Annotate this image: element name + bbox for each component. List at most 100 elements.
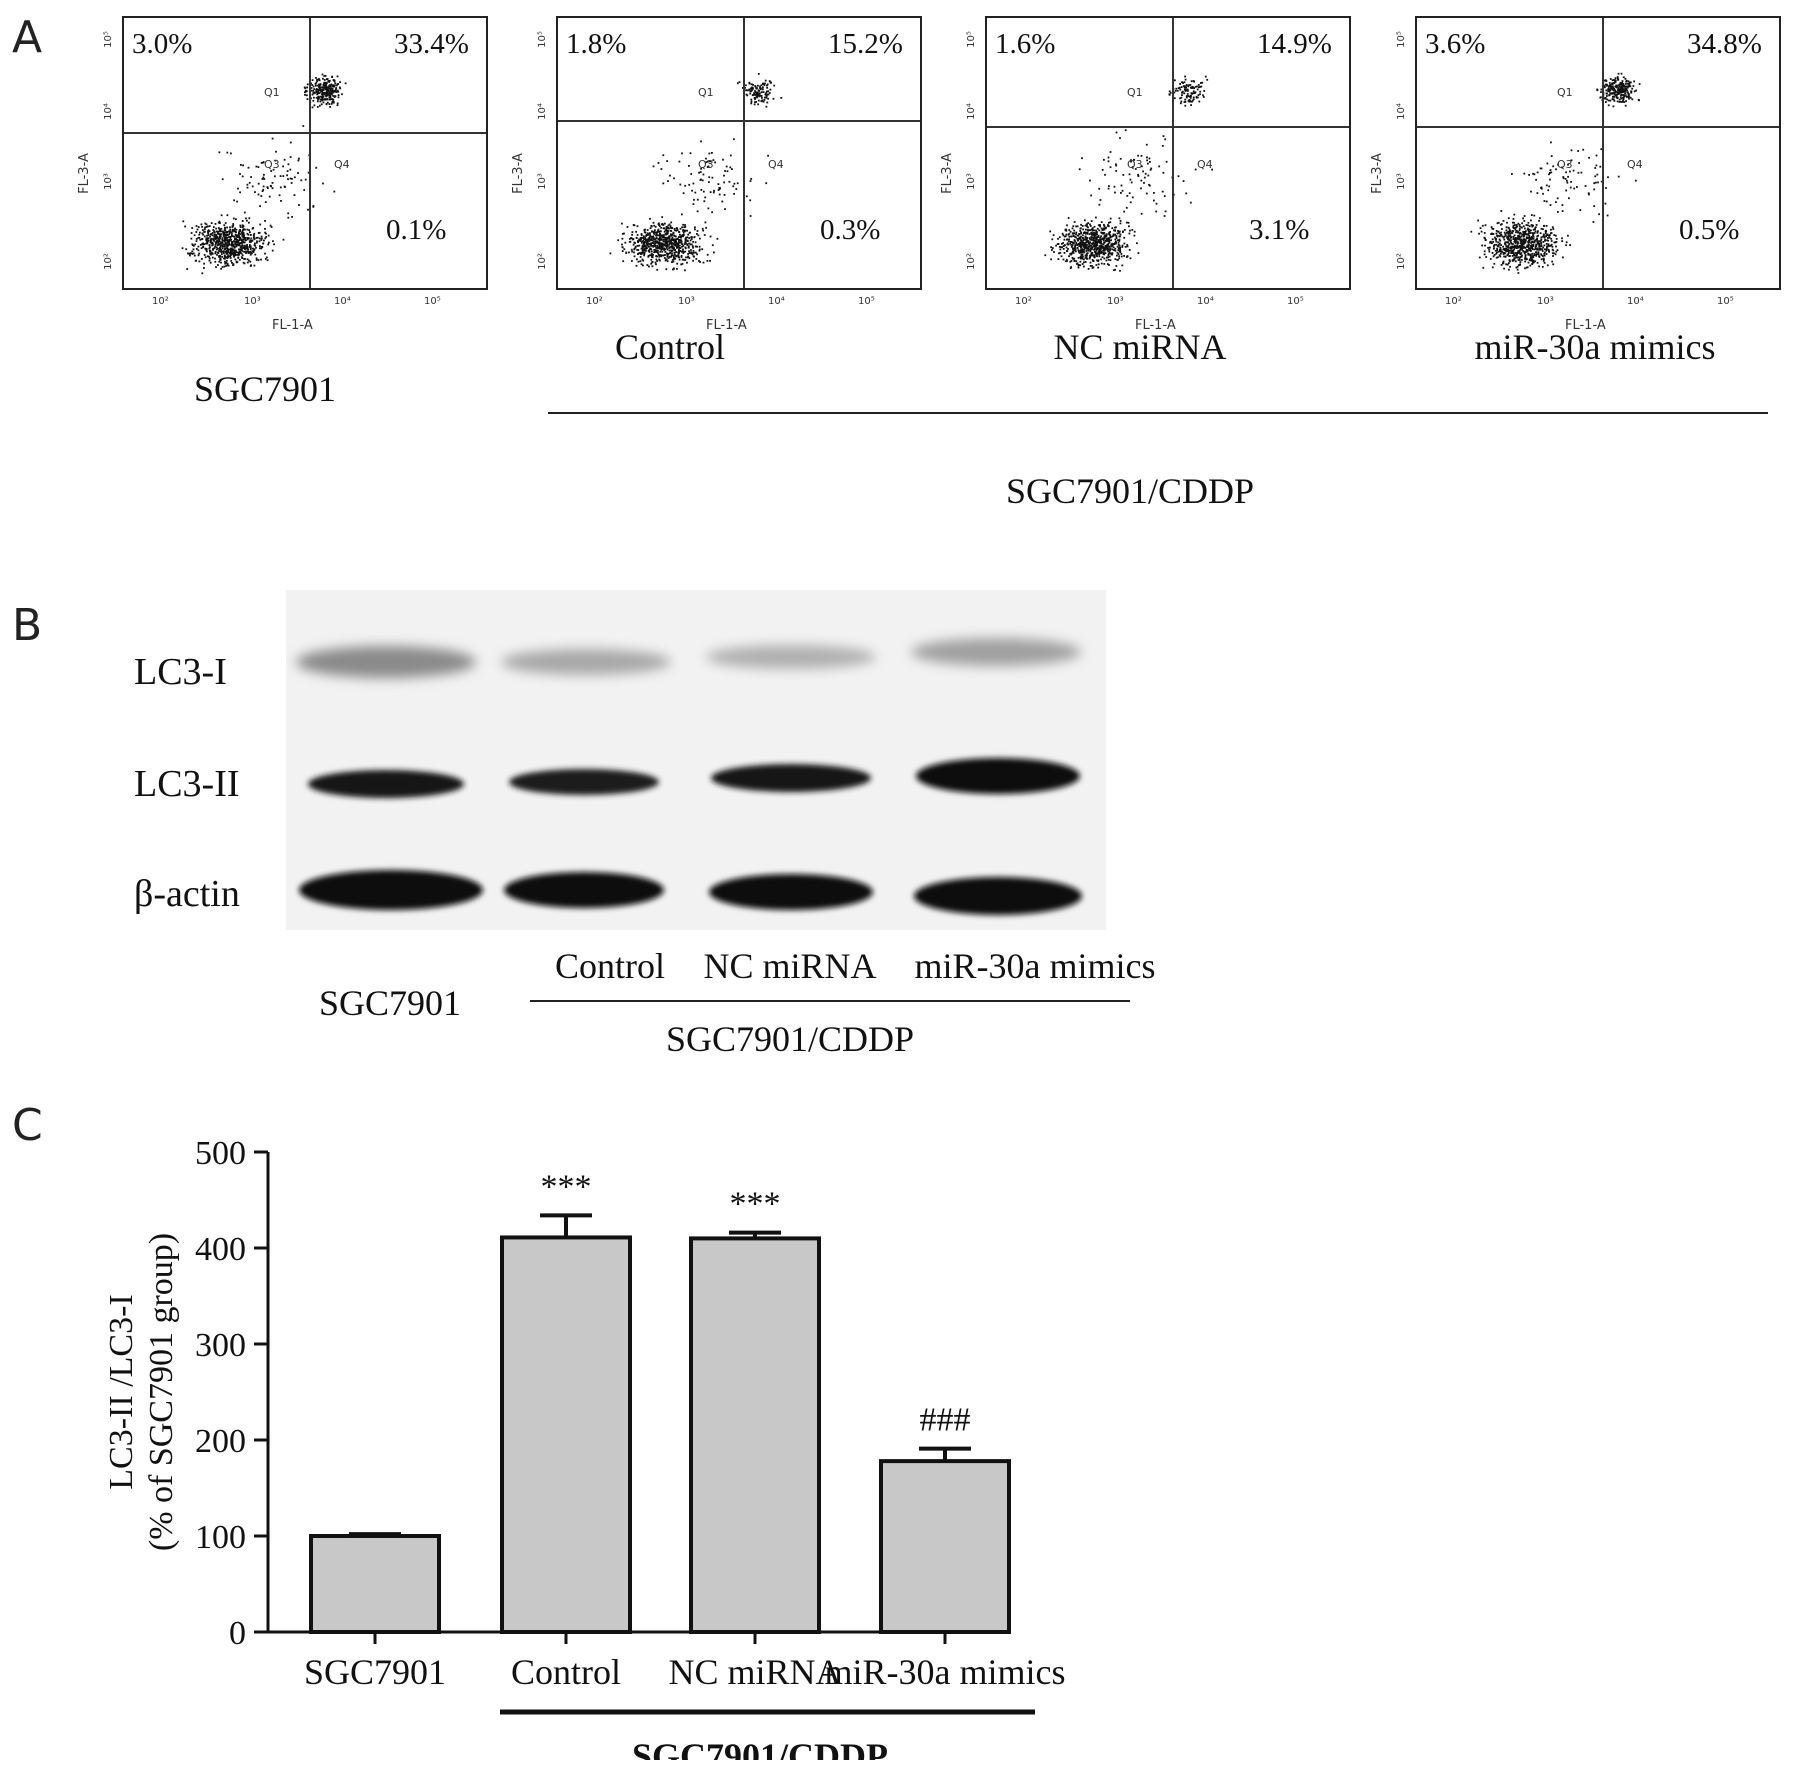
- significance-marker-4: ###: [920, 1402, 971, 1439]
- bar-3: [689, 1236, 821, 1635]
- y-axis-label-line2: (% of SGC7901 group): [143, 1233, 180, 1551]
- bar-2: [500, 1235, 632, 1634]
- flow-y-tick: 10⁴: [536, 103, 548, 120]
- quadrant-name-q3: Q3: [698, 158, 714, 171]
- flow-y-tick: 10⁴: [1395, 103, 1407, 120]
- flow-y-tick: 10⁵: [536, 31, 548, 48]
- quadrant-name-q4: Q4: [1627, 158, 1643, 171]
- panel-c-label-cddp: SGC7901/CDDP: [632, 1736, 888, 1760]
- y-tick-label: 200: [195, 1423, 246, 1460]
- gate-horizontal: [987, 126, 1349, 128]
- band-actin-lane1: [299, 870, 483, 910]
- panel-a-letter: A: [12, 12, 43, 63]
- panel-b-label-sgc7901: SGC7901: [318, 983, 462, 1023]
- flow-x-axis-label: FL-1-A: [1135, 318, 1176, 333]
- flow-y-tick: 10⁵: [102, 31, 114, 48]
- panel-a-group-bracket: [548, 412, 1768, 414]
- flow-y-tick: 10²: [536, 253, 548, 270]
- panel-b-label-control: Control: [554, 946, 665, 986]
- x-tick-label-4: miR-30a mimics: [825, 1652, 1066, 1692]
- flow-y-tick: 10³: [965, 173, 977, 190]
- flow-y-tick: 10⁵: [965, 31, 977, 48]
- flow-x-tick: 10²: [586, 296, 603, 307]
- flow-y-tick: 10⁵: [1395, 31, 1407, 48]
- quadrant-bottom-right-percent: 3.1%: [1249, 214, 1310, 246]
- bar-4: [879, 1459, 1011, 1634]
- panel-a-label-nc-mirna: NC miRNA: [1053, 327, 1227, 367]
- significance-marker-2: ***: [541, 1168, 592, 1205]
- flow-x-tick: 10²: [1445, 296, 1462, 307]
- flow-plot-events: [1044, 75, 1213, 272]
- row-label-lc3ii: LC3-II: [134, 763, 240, 805]
- flow-x-tick: 10³: [244, 296, 261, 307]
- flow-plot-events: [609, 73, 783, 272]
- flow-x-tick: 10⁴: [768, 296, 785, 307]
- flow-y-axis-label: FL-3-A: [939, 153, 955, 194]
- flow-y-tick: 10²: [1395, 253, 1407, 270]
- panel-b-letter: B: [12, 600, 43, 651]
- flow-x-tick: 10⁵: [424, 296, 441, 307]
- quadrant-bottom-right-percent: 0.3%: [820, 214, 881, 246]
- band-lc3ii-lane4: [916, 758, 1080, 794]
- western-blot-image: [296, 638, 1082, 915]
- flow-y-tick: 10⁴: [102, 103, 114, 120]
- flow-y-tick: 10³: [1395, 173, 1407, 190]
- flow-plot-1: 3.0% 33.4% 0.1% Q1 Q3 Q4: [122, 16, 488, 290]
- flow-plot-3: 1.6% 14.9% 3.1% Q1 Q3 Q4: [985, 16, 1351, 290]
- quadrant-bottom-right-percent: 0.1%: [386, 214, 447, 246]
- significance-marker-3: ***: [730, 1186, 781, 1223]
- panel-a-label-mir30a: miR-30a mimics: [1474, 327, 1716, 367]
- quadrant-top-left-percent: 1.8%: [566, 28, 627, 60]
- flow-x-tick: 10²: [1015, 296, 1032, 307]
- quadrant-name-q3: Q3: [1127, 158, 1143, 171]
- y-tick-label: 100: [195, 1519, 246, 1556]
- quadrant-name-q1: Q1: [264, 86, 280, 99]
- band-actin-lane2: [504, 872, 664, 908]
- x-tick-label-2: Control: [511, 1652, 621, 1692]
- flow-x-axis-label: FL-1-A: [272, 318, 313, 333]
- flow-x-tick: 10⁵: [1287, 296, 1304, 307]
- band-lc3i-lane4: [911, 638, 1081, 666]
- band-actin-lane3: [709, 874, 873, 910]
- y-tick-label: 400: [195, 1231, 246, 1268]
- gate-vertical: [1172, 18, 1174, 288]
- panel-b-label-nc-mirna: NC miRNA: [703, 946, 877, 986]
- gate-horizontal: [558, 120, 920, 122]
- y-tick-label: 300: [195, 1327, 246, 1364]
- band-lc3i-lane2: [501, 649, 671, 675]
- panel-a-label-control: Control: [614, 327, 725, 367]
- bar-1: [309, 1534, 441, 1634]
- x-tick-label-3: NC miRNA: [668, 1652, 841, 1692]
- flow-y-tick: 10²: [102, 253, 114, 270]
- quadrant-top-right-percent: 33.4%: [394, 28, 469, 60]
- quadrant-bottom-right-percent: 0.5%: [1679, 214, 1740, 246]
- gate-horizontal: [124, 132, 486, 134]
- quadrant-name-q1: Q1: [1127, 86, 1143, 99]
- quadrant-name-q4: Q4: [1197, 158, 1213, 171]
- flow-y-axis-label: FL-3-A: [510, 153, 526, 194]
- y-tick-label: 500: [195, 1135, 246, 1172]
- quadrant-name-q4: Q4: [768, 158, 784, 171]
- quadrant-top-left-percent: 1.6%: [995, 28, 1056, 60]
- flow-x-axis-label: FL-1-A: [706, 318, 747, 333]
- flow-x-tick: 10³: [678, 296, 695, 307]
- quadrant-top-right-percent: 34.8%: [1687, 28, 1762, 60]
- band-lc3ii-lane1: [308, 770, 464, 798]
- panel-a-label-cddp: SGC7901/CDDP: [1005, 471, 1255, 511]
- flow-x-tick: 10⁴: [1197, 296, 1214, 307]
- quadrant-top-left-percent: 3.0%: [132, 28, 193, 60]
- western-blot-area: [286, 590, 1106, 930]
- flow-plot-events: [1470, 72, 1641, 274]
- band-lc3i-lane1: [296, 646, 476, 678]
- quadrant-top-right-percent: 15.2%: [828, 28, 903, 60]
- panel-b-label-mir30a: miR-30a mimics: [914, 946, 1156, 986]
- flow-y-tick: 10³: [536, 173, 548, 190]
- gate-vertical: [1602, 18, 1604, 288]
- flow-plot-4: 3.6% 34.8% 0.5% Q1 Q3 Q4: [1415, 16, 1781, 290]
- y-axis-label-line1: LC3-II /LC3-I: [103, 1294, 140, 1489]
- band-lc3i-lane3: [706, 645, 876, 669]
- quadrant-top-left-percent: 3.6%: [1425, 28, 1486, 60]
- flow-y-tick: 10²: [965, 253, 977, 270]
- row-label-beta-actin: β-actin: [134, 873, 240, 915]
- flow-x-tick: 10⁴: [1627, 296, 1644, 307]
